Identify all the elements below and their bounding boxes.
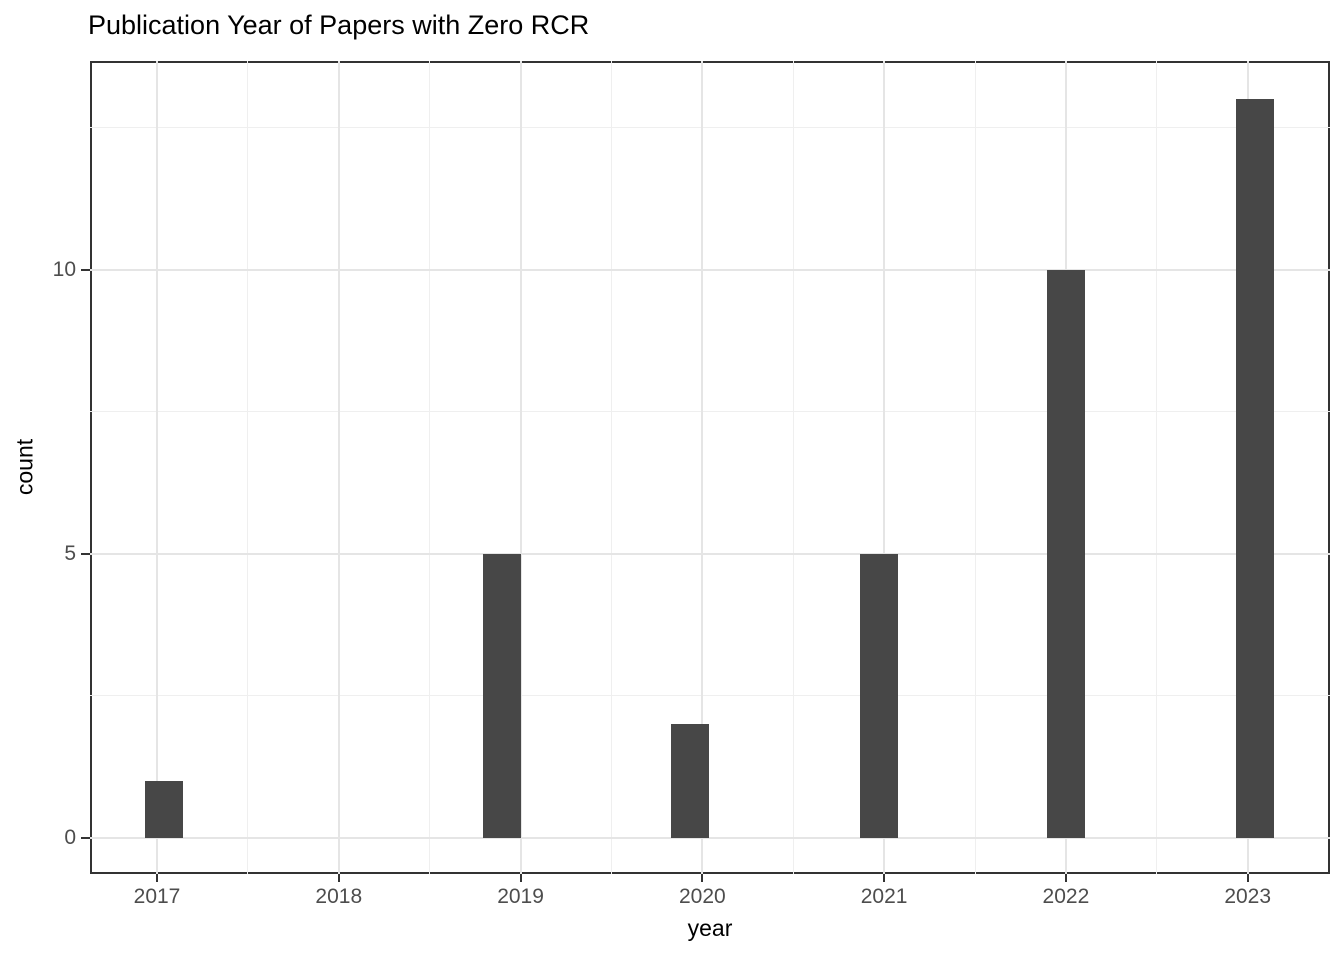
x-tick-label: 2023 <box>1224 885 1272 908</box>
major-gridline-x <box>156 61 158 874</box>
chart-title: Publication Year of Papers with Zero RCR <box>88 10 590 40</box>
minor-gridline-x <box>247 61 249 874</box>
x-tick <box>1064 874 1067 882</box>
x-tick <box>883 874 886 882</box>
bar-2023 <box>1235 98 1274 838</box>
minor-gridline-x <box>610 61 612 874</box>
x-tick <box>519 874 522 882</box>
minor-gridline-y <box>90 411 1330 413</box>
minor-gridline-x <box>974 61 976 874</box>
major-gridline-y <box>90 268 1330 271</box>
major-gridline-y <box>90 837 1330 839</box>
bar-2022 <box>1046 269 1085 838</box>
x-tick <box>156 874 158 882</box>
y-tick <box>81 552 90 555</box>
x-tick <box>1246 874 1249 882</box>
x-tick-label: 2022 <box>1042 885 1090 908</box>
x-tick-label: 2019 <box>497 885 544 908</box>
x-axis-title: year <box>687 915 733 941</box>
x-tick <box>701 874 704 882</box>
major-gridline-x <box>519 61 522 874</box>
x-tick <box>337 874 340 882</box>
minor-gridline-y <box>90 126 1330 128</box>
major-gridline-x <box>701 61 704 874</box>
y-tick <box>81 268 90 271</box>
y-tick-label: 0 <box>64 826 76 849</box>
x-tick-label: 2017 <box>133 885 181 908</box>
major-gridline-y <box>90 552 1330 555</box>
plot-panel <box>90 61 1330 874</box>
minor-gridline-x <box>792 61 794 874</box>
bar-2020 <box>671 724 710 838</box>
x-tick-label: 2020 <box>678 885 726 908</box>
bar-2019 <box>482 553 521 838</box>
y-tick <box>81 837 90 839</box>
y-tick-label: 5 <box>64 541 76 565</box>
y-tick-label: 10 <box>52 257 76 281</box>
panel-border <box>90 61 1330 874</box>
y-axis-title: count <box>11 438 38 496</box>
x-tick-label: 2018 <box>315 885 363 908</box>
minor-gridline-y <box>90 695 1330 697</box>
bar-2021 <box>860 553 899 838</box>
minor-gridline-x <box>429 61 431 874</box>
bar-2017 <box>145 781 183 838</box>
minor-gridline-x <box>1156 61 1158 874</box>
x-tick-label: 2021 <box>860 885 908 908</box>
major-gridline-x <box>883 61 886 874</box>
major-gridline-x <box>337 61 340 874</box>
